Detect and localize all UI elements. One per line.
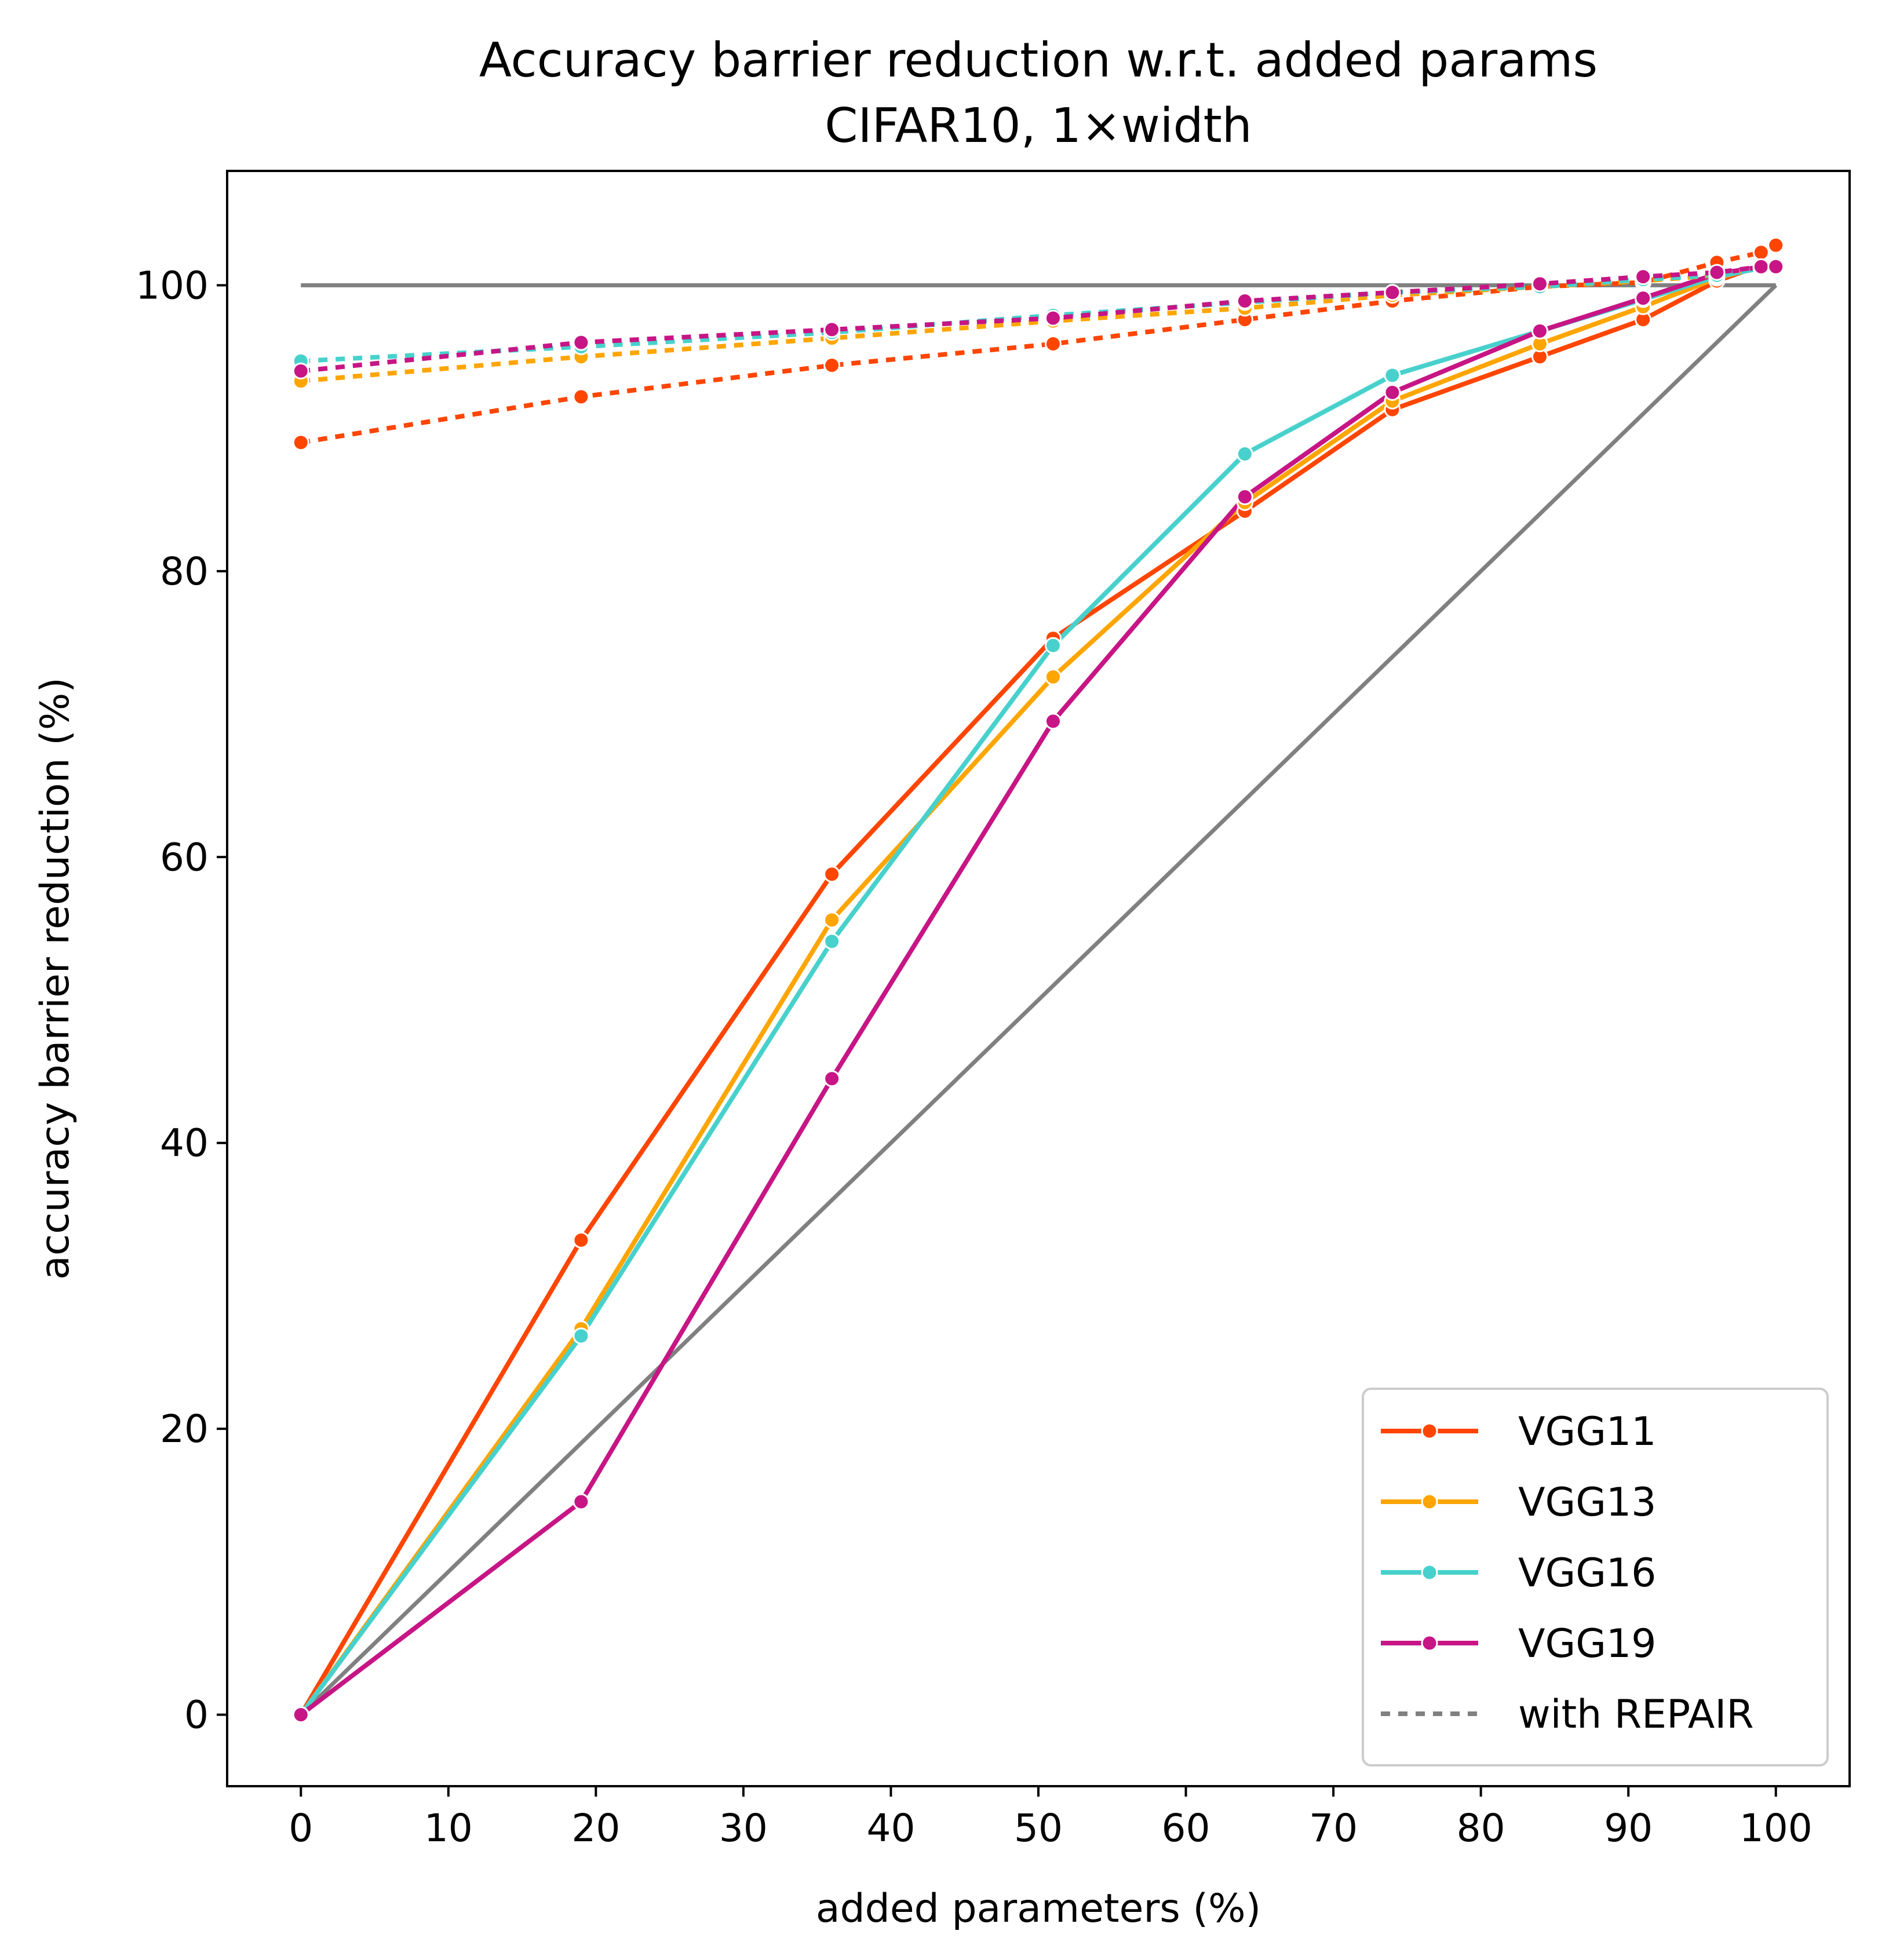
data-point-vgg19-repair bbox=[1384, 284, 1401, 301]
data-point-vgg19 bbox=[1384, 384, 1401, 401]
series-markers bbox=[292, 236, 1785, 1724]
reference-lines bbox=[299, 283, 1778, 1717]
series-line-vgg19-repair bbox=[300, 264, 1776, 374]
legend-box bbox=[1362, 1388, 1829, 1766]
data-point-vgg19-repair bbox=[1752, 258, 1770, 275]
legend-marker-vgg16 bbox=[1421, 1564, 1438, 1581]
chart-title: Accuracy barrier reduction w.r.t. added … bbox=[479, 33, 1598, 88]
data-point-vgg11-repair bbox=[1752, 244, 1770, 261]
x-tick-label: 70 bbox=[1309, 1806, 1358, 1850]
data-point-vgg19 bbox=[1044, 713, 1062, 730]
data-point-vgg19-repair bbox=[1708, 264, 1726, 281]
reference-line-1 bbox=[299, 283, 1778, 1717]
x-tick-label: 90 bbox=[1604, 1806, 1653, 1850]
data-point-vgg19-repair bbox=[1531, 275, 1548, 293]
data-point-vgg19 bbox=[1236, 488, 1253, 506]
data-point-vgg19-repair bbox=[1767, 258, 1785, 275]
legend-label-vgg19: VGG19 bbox=[1518, 1621, 1656, 1667]
x-tick-label: 60 bbox=[1162, 1806, 1210, 1850]
x-tick-label: 40 bbox=[866, 1806, 915, 1850]
x-axis-ticks: 0 10 20 30 40 50 60 70 80 90 100 bbox=[289, 1786, 1813, 1850]
legend-label-with-repair: with REPAIR bbox=[1518, 1692, 1754, 1738]
legend-label-vgg11: VGG11 bbox=[1518, 1409, 1656, 1455]
legend-label-vgg16: VGG16 bbox=[1518, 1550, 1656, 1596]
data-point-vgg11-repair bbox=[1767, 236, 1785, 254]
x-tick-label: 30 bbox=[719, 1806, 768, 1850]
chart-subtitle: CIFAR10, 1×width bbox=[825, 98, 1252, 154]
y-tick-label: 100 bbox=[136, 263, 209, 308]
data-point-vgg11 bbox=[572, 1232, 590, 1249]
y-tick-label: 0 bbox=[184, 1693, 209, 1738]
data-point-vgg11-repair bbox=[1044, 335, 1062, 353]
y-tick-label: 20 bbox=[160, 1407, 209, 1451]
data-point-vgg16 bbox=[823, 933, 841, 950]
x-tick-label: 80 bbox=[1457, 1806, 1505, 1850]
data-point-vgg11 bbox=[823, 866, 841, 883]
x-axis-label: added parameters (%) bbox=[816, 1886, 1261, 1932]
data-point-vgg19 bbox=[823, 1070, 841, 1087]
y-axis-label: accuracy barrier reduction (%) bbox=[32, 677, 78, 1280]
y-tick-label: 40 bbox=[160, 1121, 209, 1166]
data-point-vgg19 bbox=[1531, 322, 1548, 340]
data-point-vgg19 bbox=[572, 1493, 590, 1510]
y-tick-label: 80 bbox=[160, 549, 209, 594]
series-line-vgg11-repair bbox=[300, 243, 1777, 445]
x-tick-label: 20 bbox=[571, 1806, 620, 1850]
data-point-vgg11-repair bbox=[572, 388, 590, 406]
legend: VGG11 VGG13 VGG16 VGG19 with REPAIR bbox=[1362, 1388, 1829, 1766]
data-point-vgg16 bbox=[1384, 367, 1401, 384]
plot-area bbox=[292, 236, 1785, 1724]
data-point-vgg19-repair bbox=[1044, 309, 1062, 327]
data-point-vgg19-repair bbox=[292, 362, 309, 379]
series-line-vgg16-repair bbox=[301, 264, 1777, 364]
y-tick-label: 60 bbox=[160, 835, 209, 879]
x-tick-label: 0 bbox=[289, 1806, 313, 1850]
data-point-vgg13 bbox=[823, 911, 841, 929]
x-tick-label: 100 bbox=[1740, 1806, 1813, 1850]
legend-marker-vgg11 bbox=[1421, 1422, 1438, 1440]
legend-marker-vgg13 bbox=[1421, 1493, 1438, 1510]
legend-marker-vgg19 bbox=[1421, 1634, 1438, 1652]
x-tick-label: 50 bbox=[1014, 1806, 1063, 1850]
data-point-vgg16 bbox=[1044, 637, 1062, 654]
x-tick-label: 10 bbox=[424, 1806, 473, 1850]
data-point-vgg19 bbox=[292, 1706, 309, 1724]
y-axis-ticks: 0 20 40 60 80 100 bbox=[136, 263, 227, 1738]
data-point-vgg13 bbox=[1044, 668, 1062, 685]
data-point-vgg16 bbox=[1236, 446, 1253, 463]
data-point-vgg19-repair bbox=[572, 334, 590, 351]
data-point-vgg19-repair bbox=[1236, 293, 1253, 310]
data-point-vgg11-repair bbox=[292, 434, 309, 451]
legend-label-vgg13: VGG13 bbox=[1518, 1480, 1656, 1525]
data-point-vgg19 bbox=[1635, 290, 1652, 307]
data-point-vgg19-repair bbox=[1635, 268, 1652, 286]
data-point-vgg16 bbox=[572, 1327, 590, 1345]
data-point-vgg11-repair bbox=[823, 357, 841, 374]
data-point-vgg19-repair bbox=[823, 321, 841, 338]
